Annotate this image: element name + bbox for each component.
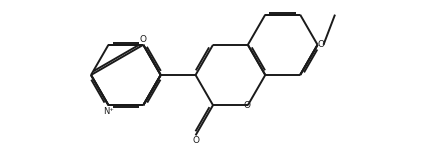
Text: O: O [140, 35, 147, 44]
Text: O: O [192, 136, 199, 145]
Text: O: O [244, 101, 250, 110]
Text: O: O [317, 40, 325, 49]
Text: N⁺: N⁺ [103, 107, 114, 116]
